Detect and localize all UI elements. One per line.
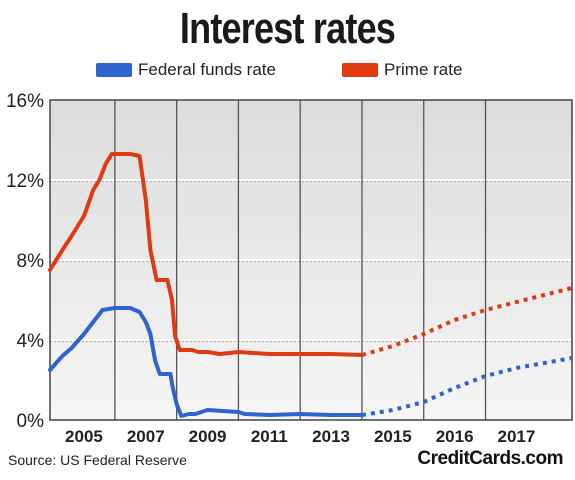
x-tick-label: 2011: [251, 427, 288, 446]
x-tick-label: 2013: [312, 427, 350, 446]
y-tick-label: 12%: [6, 171, 44, 192]
source-note: Source: US Federal Reserve: [8, 452, 187, 468]
y-tick-label: 0%: [17, 411, 45, 432]
legend-swatch-federal: [96, 63, 132, 77]
x-tick-label: 2016: [436, 427, 474, 446]
legend-item-federal: Federal funds rate: [96, 60, 276, 80]
series-forecast-federal: [361, 356, 573, 417]
series-line-prime: [48, 152, 364, 357]
x-tick-label: 2017: [497, 427, 535, 446]
legend: Federal funds rate Prime rate: [0, 60, 575, 86]
y-tick-label: 4%: [17, 331, 45, 352]
y-tick-label: 8%: [17, 251, 45, 272]
x-tick-label: 2005: [65, 427, 103, 446]
legend-label-federal: Federal funds rate: [138, 60, 276, 79]
y-tick-label: 16%: [6, 91, 44, 112]
series-forecast-prime: [361, 286, 573, 357]
legend-swatch-prime: [342, 63, 378, 77]
x-tick-label: 2009: [189, 427, 227, 446]
chart-title: Interest rates: [179, 4, 396, 53]
x-tick-label: 2007: [127, 427, 165, 446]
legend-label-prime: Prime rate: [384, 60, 463, 79]
plot-frame: [49, 99, 573, 421]
series-line-federal: [48, 306, 364, 418]
legend-item-prime: Prime rate: [342, 60, 462, 80]
brand-logo: CreditCards.com: [417, 448, 563, 469]
x-tick-label: 2015: [374, 427, 412, 446]
